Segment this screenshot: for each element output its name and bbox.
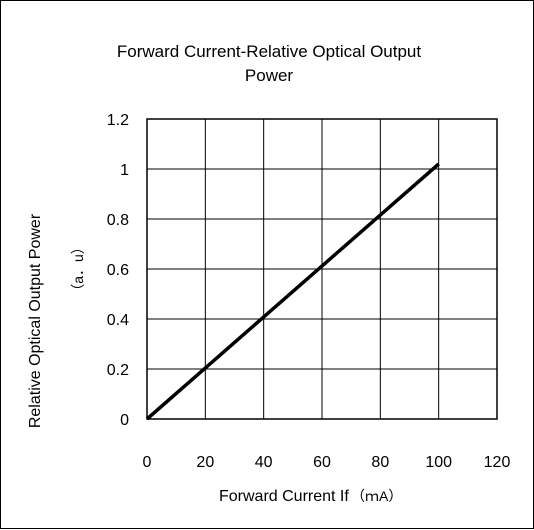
y-axis-unit: （a．u）	[70, 240, 86, 298]
y-tick-label: 0.2	[107, 362, 129, 379]
y-tick-label: 1	[120, 162, 129, 179]
x-axis-label: Forward Current If	[219, 488, 349, 505]
x-tick-label: 60	[313, 454, 331, 471]
tick-labels: 0 20 40 60 80 100 120 0 0.2 0.4 0.6 0.8 1 1.2	[107, 112, 511, 471]
x-tick-label: 100	[425, 454, 452, 471]
x-axis-unit: （ｍA）	[351, 488, 402, 504]
grid	[146, 118, 498, 420]
series	[145, 162, 440, 421]
y-tick-label: 1.2	[107, 112, 129, 129]
chart-title-line-1: Forward Current-Relative Optical Output	[117, 42, 422, 61]
y-tick-label: 0.4	[107, 312, 129, 329]
series-line-0	[145, 162, 440, 421]
y-tick-label: 0.8	[107, 212, 129, 229]
x-tick-label: 120	[484, 454, 511, 471]
x-tick-label: 0	[143, 454, 152, 471]
y-tick-label: 0.6	[107, 262, 129, 279]
x-tick-label: 40	[255, 454, 273, 471]
x-tick-label: 20	[196, 454, 214, 471]
x-tick-label: 80	[371, 454, 389, 471]
y-tick-label: 0	[120, 412, 129, 429]
chart-title-line-2: Power	[245, 66, 294, 85]
plot-border	[146, 118, 498, 420]
y-axis-label: Relative Optical Output Power	[27, 213, 44, 428]
